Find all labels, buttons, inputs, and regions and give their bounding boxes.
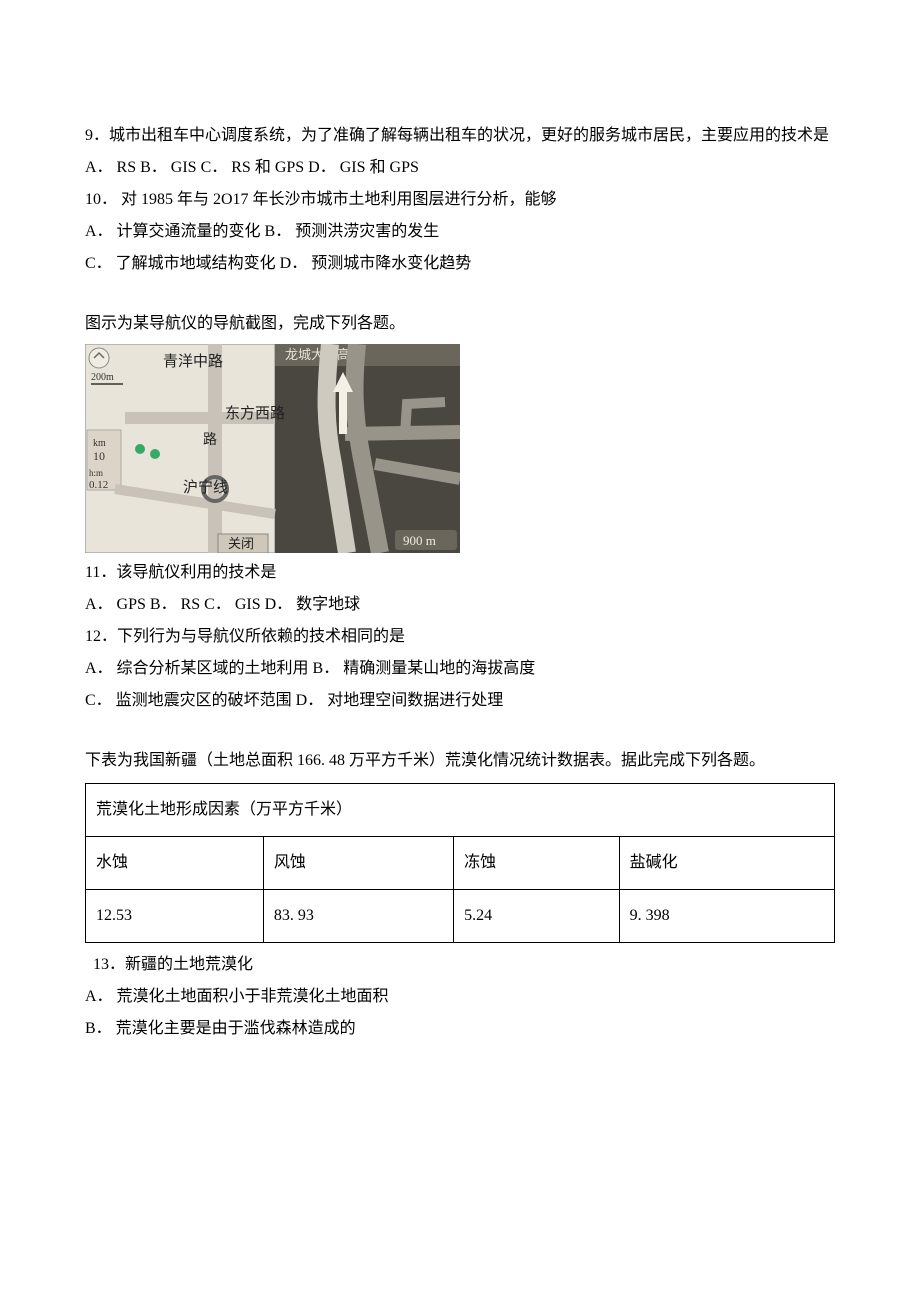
- svg-text:10: 10: [93, 449, 105, 463]
- desertification-table: 荒漠化土地形成因素（万平方千米） 水蚀 风蚀 冻蚀 盐碱化 12.53 83. …: [85, 783, 835, 943]
- svg-text:200m: 200m: [91, 372, 114, 383]
- nav-intro: 图示为某导航仪的导航截图，完成下列各题。: [85, 308, 835, 340]
- table-row: 水蚀 风蚀 冻蚀 盐碱化: [86, 837, 835, 890]
- table-col-1: 风蚀: [263, 837, 453, 890]
- svg-text:0.12: 0.12: [89, 479, 108, 491]
- q9-text: 9．城市出租车中心调度系统，为了准确了解每辆出租车的状况，更好的服务城市居民，主…: [85, 120, 835, 152]
- q11-options: A． GPS B． RS C． GIS D． 数字地球: [85, 589, 835, 621]
- svg-text:东方西路: 东方西路: [225, 405, 285, 422]
- table-header: 荒漠化土地形成因素（万平方千米）: [86, 784, 835, 837]
- table-val-1: 83. 93: [263, 890, 453, 943]
- svg-text:沪宁线: 沪宁线: [183, 479, 228, 496]
- svg-text:h:m: h:m: [89, 468, 103, 478]
- svg-text:关闭: 关闭: [228, 536, 254, 551]
- table-row: 12.53 83. 93 5.24 9. 398: [86, 890, 835, 943]
- q12-text: 12．下列行为与导航仪所依赖的技术相同的是: [85, 621, 835, 653]
- table-val-2: 5.24: [454, 890, 619, 943]
- table-col-2: 冻蚀: [454, 837, 619, 890]
- svg-text:青洋中路: 青洋中路: [163, 353, 223, 370]
- table-col-3: 盐碱化: [619, 837, 834, 890]
- q13-option-b: B． 荒漠化主要是由于滥伐森林造成的: [85, 1013, 835, 1045]
- svg-text:km: km: [93, 438, 106, 449]
- table-row: 荒漠化土地形成因素（万平方千米）: [86, 784, 835, 837]
- q13-text: 13．新疆的土地荒漠化: [85, 949, 835, 981]
- q10-options-ab: A． 计算交通流量的变化 B． 预测洪涝灾害的发生: [85, 216, 835, 248]
- q11-text: 11．该导航仪利用的技术是: [85, 557, 835, 589]
- q12-options-ab: A． 综合分析某区域的土地利用 B． 精确测量某山地的海拔高度: [85, 653, 835, 685]
- table-val-0: 12.53: [86, 890, 264, 943]
- q13-option-a: A． 荒漠化土地面积小于非荒漠化土地面积: [85, 981, 835, 1013]
- nav-svg: 龙城大道高架 200m km 10 h:m 0.12 青洋中路 东方西路 路 沪…: [85, 344, 460, 553]
- table-intro: 下表为我国新疆（土地总面积 166. 48 万平方千米）荒漠化情况统计数据表。据…: [85, 745, 835, 777]
- svg-text:900 m: 900 m: [403, 533, 436, 548]
- table-val-3: 9. 398: [619, 890, 834, 943]
- q9-options: A． RS B． GIS C． RS 和 GPS D． GIS 和 GPS: [85, 152, 835, 184]
- table-col-0: 水蚀: [86, 837, 264, 890]
- q12-options-cd: C． 监测地震灾区的破坏范围 D． 对地理空间数据进行处理: [85, 685, 835, 717]
- q10-options-cd: C． 了解城市地域结构变化 D． 预测城市降水变化趋势: [85, 248, 835, 280]
- q10-text: 10． 对 1985 年与 2O17 年长沙市城市土地利用图层进行分析，能够: [85, 184, 835, 216]
- svg-text:路: 路: [203, 432, 217, 448]
- nav-image: 龙城大道高架 200m km 10 h:m 0.12 青洋中路 东方西路 路 沪…: [85, 344, 835, 553]
